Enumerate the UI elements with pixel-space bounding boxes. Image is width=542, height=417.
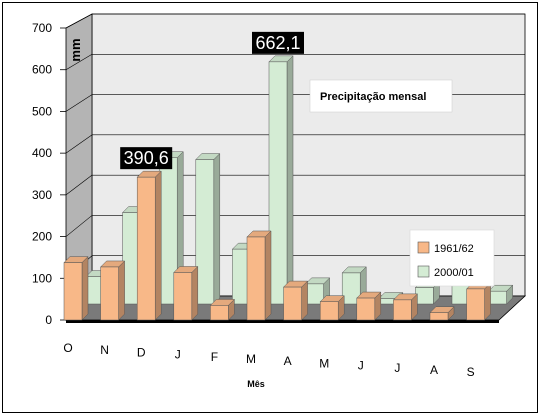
bar-1961/62-N bbox=[99, 260, 126, 321]
bar-front bbox=[341, 272, 361, 305]
x-tick-label: J bbox=[175, 348, 181, 362]
bar-side bbox=[118, 260, 125, 321]
bar-1961/62-A bbox=[429, 306, 455, 321]
x-tick-label: A bbox=[284, 354, 292, 368]
legend-swatch bbox=[417, 265, 430, 278]
bar-front bbox=[415, 287, 434, 305]
chart-title-box: Precipitação mensal bbox=[309, 79, 453, 113]
bar-front bbox=[466, 288, 485, 321]
y-tick-label: 500 bbox=[32, 104, 52, 118]
bar-front bbox=[356, 297, 376, 321]
callout-label: 662,1 bbox=[255, 33, 300, 53]
bar-side bbox=[81, 255, 89, 321]
bar-side bbox=[301, 280, 308, 321]
y-axis-unit-label: mm bbox=[68, 38, 83, 61]
y-tick-label: 700 bbox=[32, 21, 52, 35]
bar-1961/62-J bbox=[356, 291, 382, 321]
gridline-side bbox=[65, 215, 93, 237]
gridline-side bbox=[65, 54, 93, 70]
y-tick-label: 100 bbox=[32, 271, 52, 285]
bar-side bbox=[484, 282, 491, 321]
bar-front bbox=[268, 61, 288, 305]
bar-1961/62-O bbox=[63, 255, 89, 321]
bar-side bbox=[264, 230, 272, 321]
x-axis-label: Mês bbox=[247, 379, 265, 389]
bar-2000/01-J bbox=[195, 152, 221, 305]
callout-box bbox=[252, 31, 304, 54]
bar-front bbox=[100, 266, 119, 321]
legend-swatch bbox=[417, 241, 430, 254]
callout-box bbox=[120, 147, 173, 170]
callout-662,1: 662,1 bbox=[252, 31, 304, 54]
x-tick-label: S bbox=[467, 365, 475, 379]
x-tick-label: A bbox=[430, 363, 438, 377]
x-tick-label: M bbox=[319, 356, 329, 370]
x-tick-label: D bbox=[137, 345, 146, 359]
y-tick-label: 600 bbox=[32, 63, 52, 77]
gridline-side bbox=[65, 134, 93, 154]
bar-front bbox=[63, 262, 83, 321]
x-tick-label: N bbox=[100, 343, 109, 357]
x-tick-label: F bbox=[211, 350, 218, 364]
bar-1961/62-A bbox=[282, 280, 309, 321]
y-axis-ticks: 0 100 200 300 400 500 600 700 bbox=[32, 21, 66, 327]
bar-front bbox=[319, 301, 339, 321]
gridline-side bbox=[65, 13, 93, 29]
bar-2000/01-M bbox=[341, 266, 367, 305]
bar-front bbox=[429, 312, 449, 321]
bar-1961/62-F bbox=[209, 298, 236, 321]
x-axis-ticks: O N D J F M A M J J A S bbox=[63, 341, 474, 379]
bar-1961/62-J bbox=[173, 265, 199, 321]
legend-label: 1961/62 bbox=[434, 243, 474, 255]
bar-side bbox=[213, 152, 221, 305]
annotations: 390,6 662,1 bbox=[120, 31, 304, 170]
bar-front bbox=[488, 290, 507, 305]
bar-front bbox=[210, 305, 229, 321]
bar-side bbox=[154, 170, 162, 321]
x-tick-label: M bbox=[246, 352, 256, 366]
y-tick-label: 300 bbox=[32, 188, 52, 202]
bar-1961/62-M bbox=[319, 295, 345, 321]
bar-side bbox=[286, 55, 294, 305]
callout-label: 390,6 bbox=[124, 148, 169, 168]
bar-2000/01-A bbox=[304, 277, 331, 305]
bar-2000/01-M bbox=[268, 55, 294, 305]
bar-front bbox=[283, 286, 302, 321]
y-tick-label: 400 bbox=[32, 146, 52, 160]
x-tick-label: J bbox=[358, 359, 364, 373]
bar-front bbox=[136, 176, 156, 321]
gridline-side bbox=[65, 94, 93, 112]
bar-1961/62-M bbox=[246, 230, 272, 321]
bar-1961/62-D bbox=[136, 170, 162, 321]
legend: 1961/62 2000/01 bbox=[409, 229, 495, 287]
bar-2000/01-D bbox=[158, 151, 184, 305]
bar-1961/62-J bbox=[392, 293, 419, 321]
chart-title: Precipitação mensal bbox=[320, 91, 426, 103]
bar-front bbox=[195, 159, 215, 305]
y-tick-label: 0 bbox=[45, 313, 52, 327]
floor-front-edge bbox=[66, 320, 499, 323]
bar-2000/01-S bbox=[487, 284, 514, 305]
x-tick-label: O bbox=[63, 341, 72, 355]
bar-front bbox=[246, 236, 266, 321]
y-tick-label: 200 bbox=[32, 230, 52, 244]
bar-side bbox=[191, 265, 199, 321]
gridline-side bbox=[65, 174, 93, 196]
legend-label: 2000/01 bbox=[434, 267, 474, 279]
bar-1961/62-S bbox=[465, 282, 492, 321]
x-tick-label: J bbox=[394, 361, 400, 375]
callout-390,6: 390,6 bbox=[120, 147, 173, 170]
bar-front bbox=[393, 299, 412, 321]
bar-front bbox=[173, 272, 193, 321]
